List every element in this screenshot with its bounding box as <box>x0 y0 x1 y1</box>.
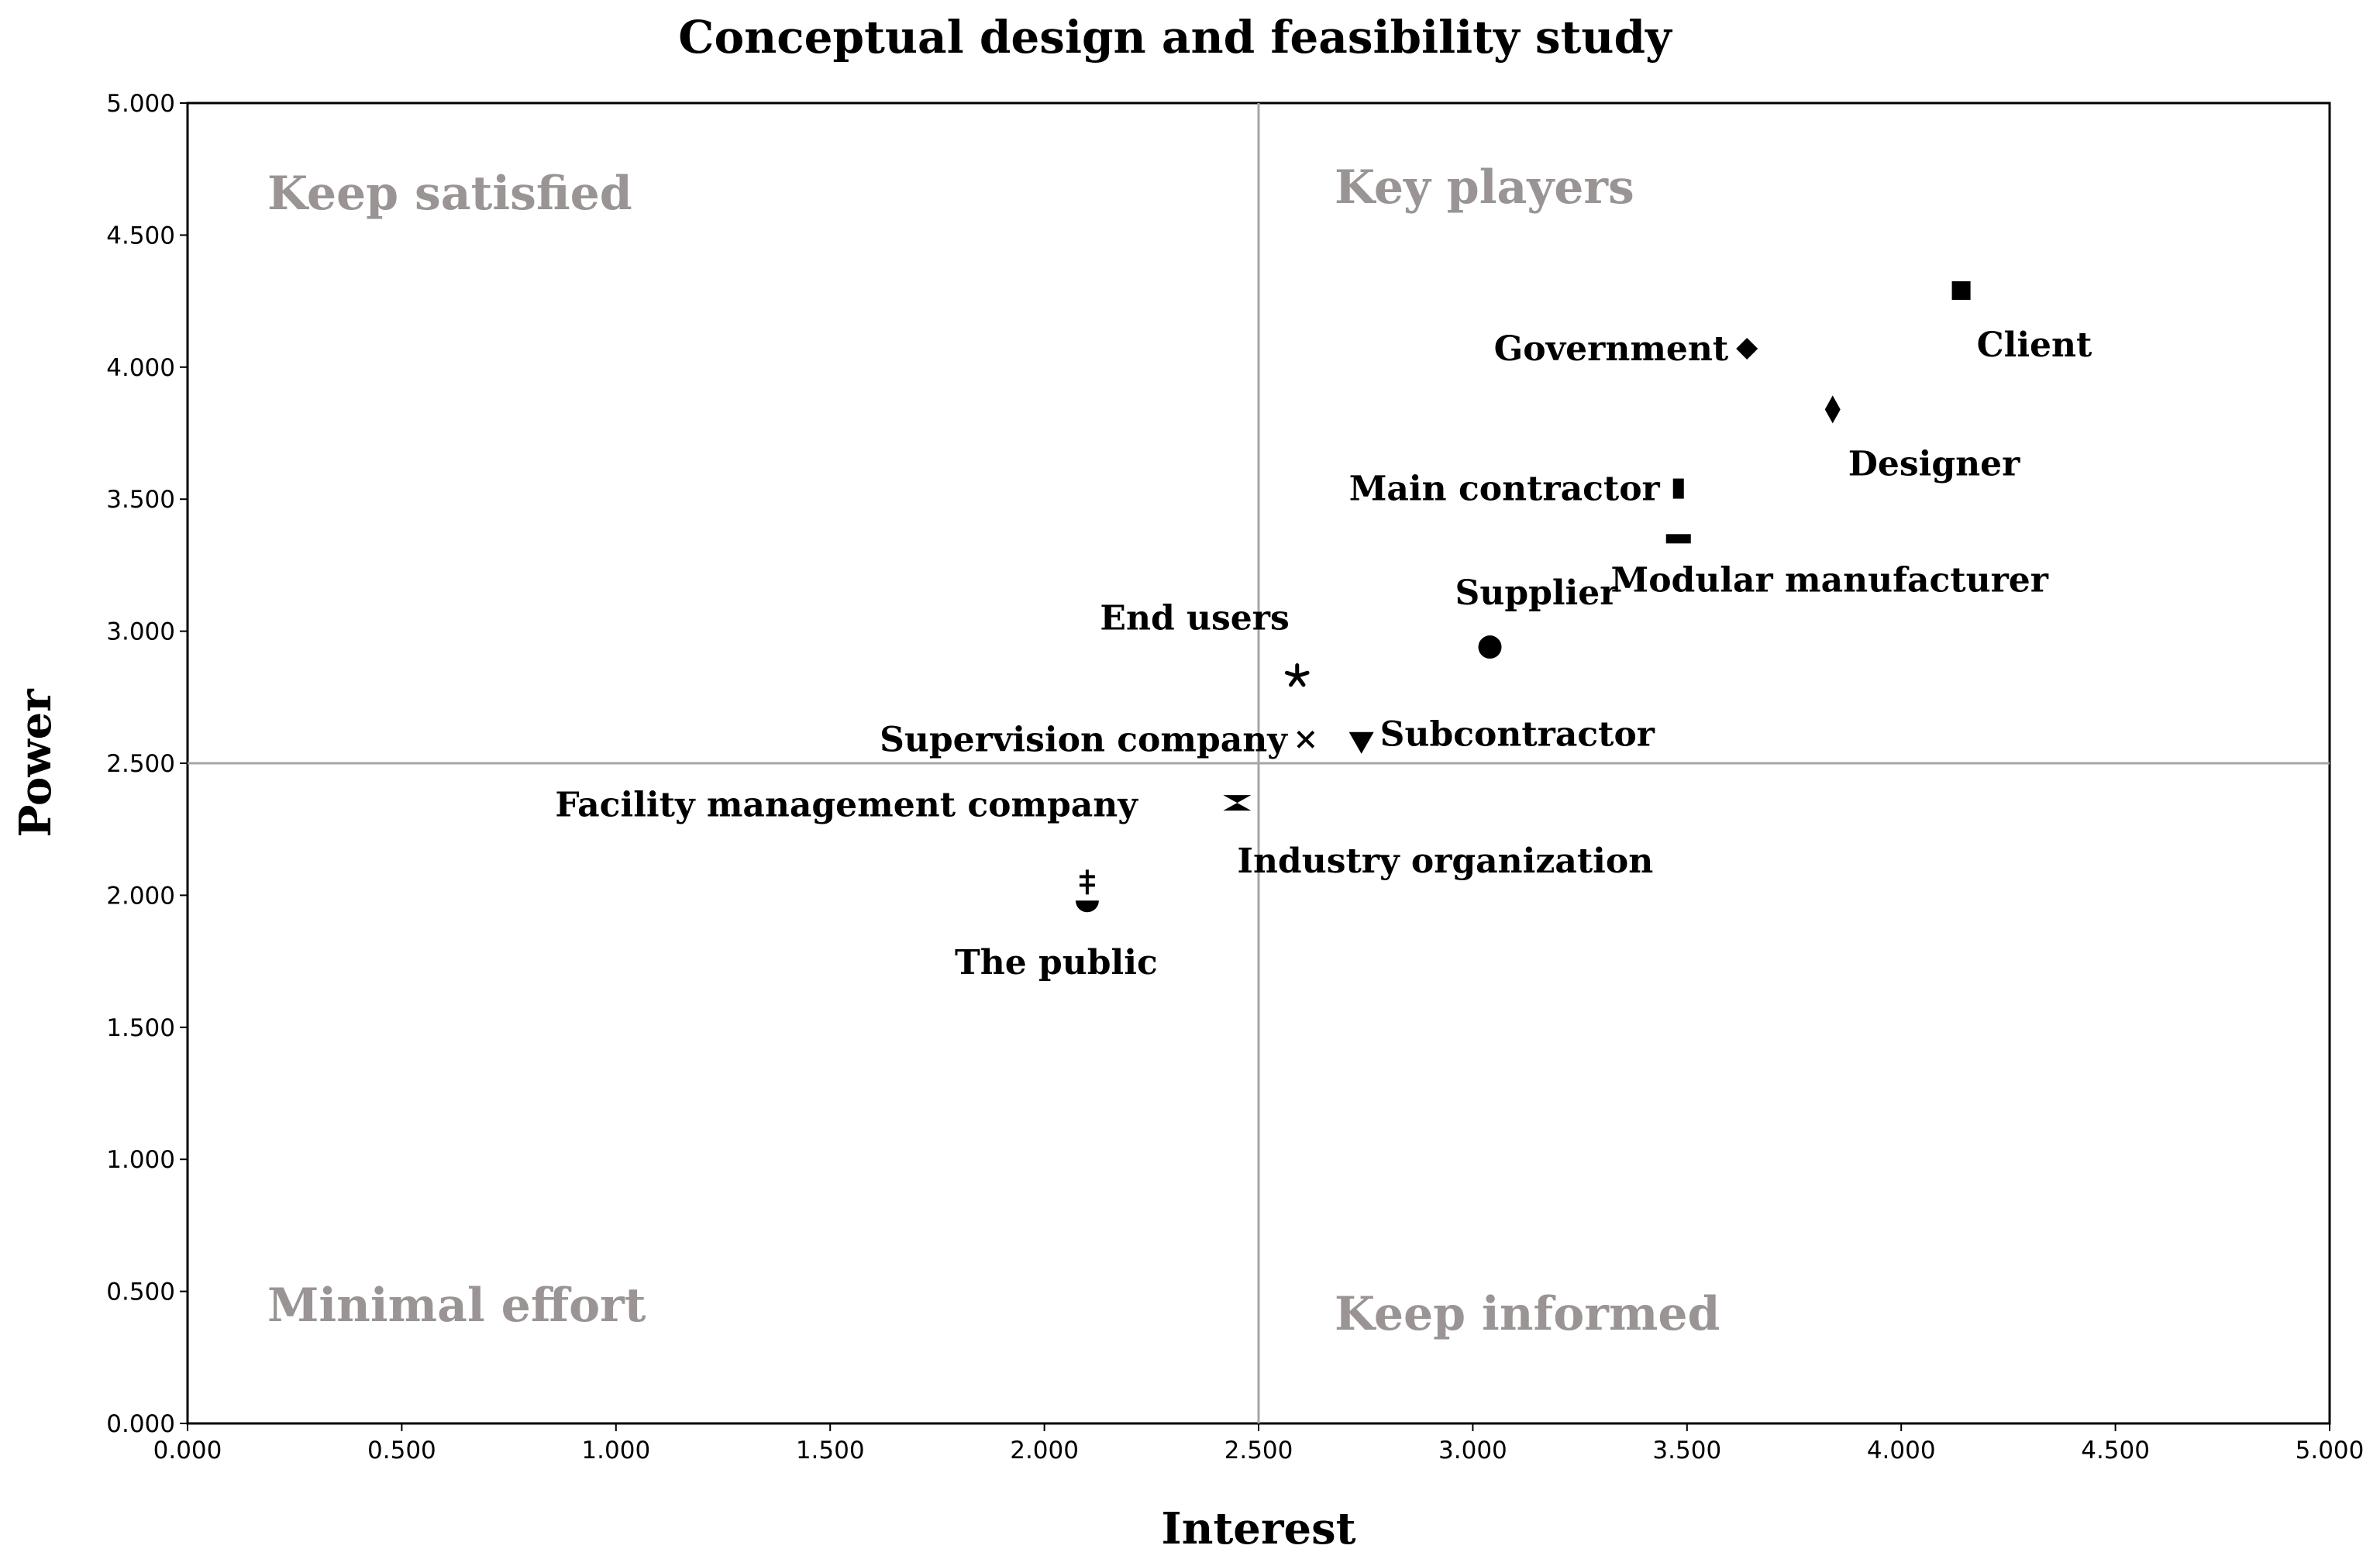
point-marker-hbar <box>1665 534 1691 544</box>
x-tick-label: 3.000 <box>1438 1437 1507 1464</box>
point-label: Supplier <box>1455 573 1619 613</box>
data-point: Main contractor <box>1349 470 1684 509</box>
x-tick-label: 2.000 <box>1010 1437 1079 1464</box>
y-tick-label: 4.000 <box>106 354 175 382</box>
point-marker-x <box>1297 730 1315 749</box>
y-axis-label: Power <box>10 688 61 838</box>
data-point: The public <box>955 900 1158 983</box>
data-point: End users <box>1100 599 1310 687</box>
quadrant-label-bottom-left: Minimal effort <box>267 1279 646 1333</box>
x-axis-label: Interest <box>1162 1503 1356 1554</box>
point-marker-star <box>1284 663 1310 687</box>
data-point: Supervision company <box>880 720 1315 759</box>
x-tick-label: 4.000 <box>1867 1437 1936 1464</box>
quadrant-labels: Keep satisfied Key players Minimal effort K… <box>267 160 1720 1341</box>
x-tick-label: 2.500 <box>1224 1437 1293 1464</box>
point-label: Facility management company <box>555 785 1138 824</box>
point-marker-double-cross <box>1079 869 1095 895</box>
y-tick-label: 0.500 <box>106 1279 175 1306</box>
point-label: The public <box>955 943 1158 983</box>
y-tick-label: 4.500 <box>106 222 175 250</box>
y-tick-label: 3.000 <box>106 618 175 646</box>
point-marker-small-rect <box>1672 478 1684 499</box>
y-tick-label: 3.500 <box>106 486 175 514</box>
quadrant-label-top-left: Keep satisfied <box>267 167 632 221</box>
point-marker-half-circle <box>1075 900 1099 913</box>
point-marker-diamond <box>1736 337 1758 360</box>
x-tick-label: 4.500 <box>2081 1437 2150 1464</box>
data-point: Modular manufacturer <box>1611 534 2049 600</box>
y-tick-label: 2.000 <box>106 882 175 910</box>
chart-title: Conceptual design and feasibility study <box>678 11 1673 64</box>
quadrant-label-top-right: Key players <box>1335 160 1634 215</box>
data-points: Client Government Designer Main contractor M… <box>555 281 2092 983</box>
point-label: Main contractor <box>1349 470 1661 509</box>
point-label: Government <box>1494 329 1729 369</box>
data-point: Facility management company <box>555 785 1138 895</box>
x-tick-label: 3.500 <box>1652 1437 1721 1464</box>
point-label: Subcontractor <box>1380 715 1655 755</box>
data-point: Subcontractor <box>1348 715 1655 755</box>
y-tick-label: 2.500 <box>106 750 175 778</box>
point-marker-square <box>1951 281 1971 300</box>
data-point: Designer <box>1824 395 2020 484</box>
point-label: Industry organization <box>1237 842 1653 881</box>
data-point: Client <box>1951 281 2092 365</box>
quadrant-label-bottom-right: Keep informed <box>1335 1287 1720 1341</box>
point-label: Modular manufacturer <box>1611 560 2049 600</box>
point-label: Client <box>1977 325 2092 365</box>
point-label: Supervision company <box>880 720 1288 759</box>
y-tick-label: 5.000 <box>106 90 175 118</box>
reference-lines <box>188 103 2330 1423</box>
point-label: Designer <box>1848 444 2020 484</box>
x-tick-label: 5.000 <box>2296 1437 2365 1464</box>
point-marker-bowtie <box>1223 795 1252 811</box>
point-marker-circle <box>1478 635 1502 659</box>
y-tick-label: 1.500 <box>106 1014 175 1042</box>
x-tick-label: 1.000 <box>581 1437 650 1464</box>
x-tick-label: 1.500 <box>796 1437 865 1464</box>
y-tick-label: 1.000 <box>106 1146 175 1174</box>
y-tick-label: 0.000 <box>106 1410 175 1438</box>
point-label: End users <box>1100 599 1289 638</box>
axis-ticks: 0.000 0.500 1.000 1.500 2.000 2.500 3.000 3.500… <box>106 90 2364 1464</box>
data-point: Government <box>1494 329 1758 369</box>
point-marker-triangle-down <box>1348 731 1374 754</box>
x-tick-label: 0.500 <box>367 1437 436 1464</box>
x-tick-label: 0.000 <box>153 1437 222 1464</box>
point-marker-thin-diamond <box>1824 395 1841 424</box>
data-point: Industry organization <box>1223 795 1653 881</box>
data-point: Supplier <box>1455 573 1619 659</box>
